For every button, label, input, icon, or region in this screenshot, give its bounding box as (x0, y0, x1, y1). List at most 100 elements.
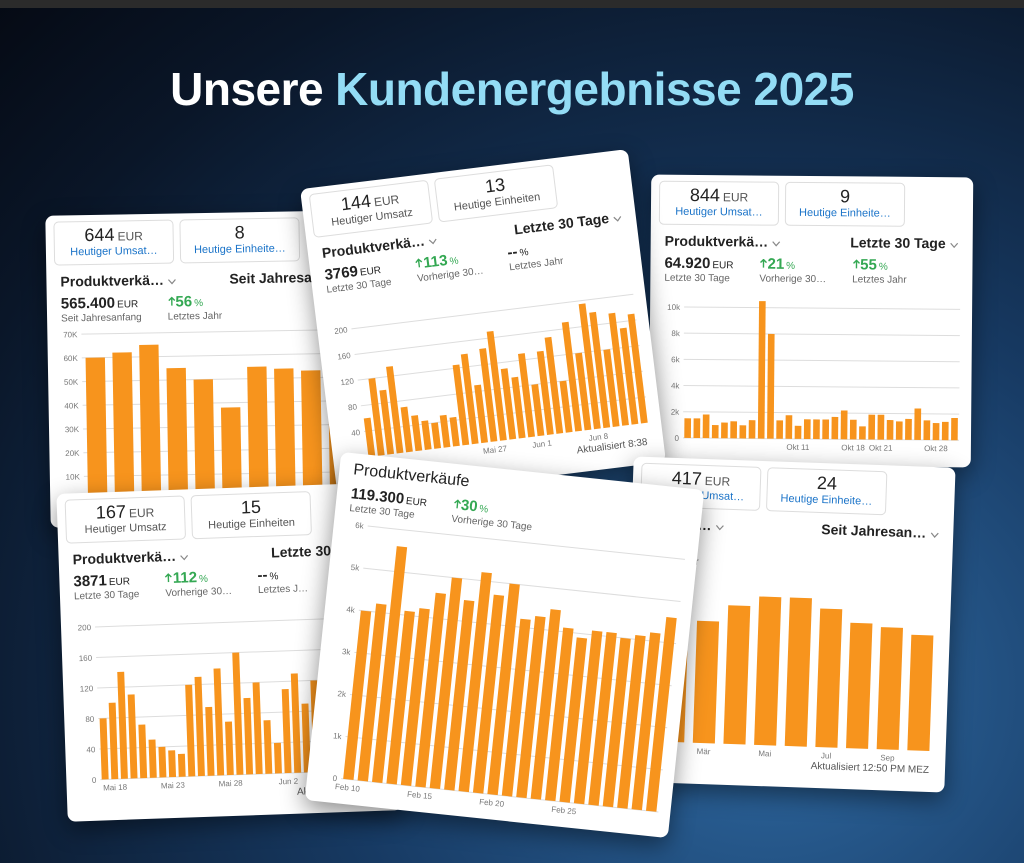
dropdown: Produktverkä… (72, 547, 189, 567)
bar (273, 742, 282, 774)
bar (531, 384, 545, 437)
bar (511, 376, 526, 439)
y-tick-label: 50K (64, 378, 79, 387)
x-tick-label: Okt 11 (786, 443, 810, 452)
x-tick-label: Jun 8 (588, 432, 609, 443)
dropdown: Seit Jahresan… (821, 521, 940, 541)
metric-label: Vorherige 30… (165, 585, 233, 600)
metric-unit: % (194, 298, 204, 310)
bar (815, 608, 843, 748)
bar (487, 583, 520, 796)
metric-row: 3871 EUR Letzte 30 Tage 112% Vorherige 30… --… (67, 558, 387, 606)
dropdown: Produktverkä… (321, 231, 439, 261)
bar (449, 416, 460, 447)
kpi-value-line: 844 EUR (668, 185, 770, 207)
metric-value-line: 3871 EUR (73, 571, 139, 591)
x-tick-label: Mai 18 (103, 783, 128, 793)
title-highlight: Kundenergebnisse 2025 (335, 63, 854, 115)
bar (711, 425, 719, 439)
bar (776, 420, 784, 439)
metric: 21% Vorherige 30… (759, 256, 826, 286)
y-tick-label: 200 (78, 623, 92, 632)
metric-unit: % (786, 260, 796, 272)
grid-line (357, 345, 640, 381)
grid-line (351, 293, 634, 330)
kpi-value-line: 9 (794, 186, 896, 208)
x-tick-label: Feb 10 (335, 782, 361, 794)
bar (363, 417, 376, 457)
bar (138, 724, 148, 779)
y-tick-label: 60K (63, 354, 78, 363)
metric: 113% Vorherige 30… (414, 248, 484, 285)
dashboard-card: 144EUR Heutiger Umsatz 13 Heutige Einheiten… (300, 149, 666, 502)
metric: --% Letztes J… (257, 565, 308, 596)
bar (368, 378, 385, 456)
metric-row: 3769EUR Letzte 30 Tage 113% Vorherige 30… --… (317, 225, 633, 300)
dropdown: Letzte 30 Tage (850, 234, 959, 251)
metric-value: -- (506, 243, 519, 262)
chevron-path (950, 242, 959, 249)
metric-row: 119.300EUR Letzte 30 Tage 30% Vorherige 30 … (342, 481, 693, 554)
y-tick-label: 0 (674, 434, 679, 443)
up-arrow (453, 499, 461, 509)
y-tick-label: 160 (79, 654, 93, 663)
metric-value-line: 112% (165, 568, 232, 588)
metric-value-line: 56% (167, 293, 222, 312)
bar (602, 637, 631, 808)
metric: --% Letztes Jahr (506, 238, 564, 273)
bar (357, 603, 387, 782)
bar (544, 336, 564, 434)
chevron-path (180, 555, 189, 561)
kpi-value: 8 (234, 222, 245, 243)
bar (431, 422, 442, 449)
dropdown: Letzte 30 Tage (513, 208, 623, 237)
bar (748, 420, 756, 439)
metric-unit: % (448, 255, 460, 268)
kpi-label: Heutiger Umsat… (675, 205, 763, 219)
kpi-tile: 8 Heutige Einheite… (179, 217, 301, 264)
metric-value-line: 30% (452, 496, 534, 522)
bar (479, 348, 498, 442)
bar (905, 418, 912, 440)
y-tick-label: 5k (350, 563, 360, 573)
metric-unit: EUR (108, 576, 131, 589)
metric-value: -- (257, 566, 268, 584)
bar (868, 414, 876, 440)
y-tick-label: 30K (65, 425, 80, 434)
bar (460, 353, 479, 445)
x-tick-label: Jul (821, 751, 832, 760)
bar (168, 750, 177, 778)
bar (486, 330, 507, 441)
kpi-value: 417 (671, 467, 703, 489)
up-arrow (852, 259, 860, 269)
x-tick-label: Mär (696, 747, 710, 756)
metric-label: Letztes J… (257, 583, 309, 596)
bar (458, 572, 492, 793)
dropdown-chevron (180, 555, 189, 561)
grid-line (683, 332, 960, 337)
y-tick-label: 70K (63, 330, 78, 339)
bar (545, 627, 574, 802)
bar (177, 753, 186, 777)
dropdown-chevron (429, 238, 438, 245)
dropdown-label: Produktverkä… (664, 232, 769, 250)
bar (785, 415, 793, 439)
metric-row: 64.920 EUR Letzte 30 Tage 21% Vorherige 30… 5… (658, 251, 964, 291)
kpi-unit: EUR (704, 473, 731, 489)
up-arrow (167, 296, 175, 306)
metric-unit: % (478, 503, 489, 516)
bar (914, 408, 922, 440)
dropdown-label: Produktverkä… (72, 547, 177, 568)
bar (472, 594, 505, 794)
bar (274, 368, 296, 497)
grid-line (682, 437, 959, 441)
metric-unit: % (878, 261, 888, 273)
grid-line (363, 396, 646, 432)
bar-chart: 0 1k 2k 3k 4k 5k 6k Feb 10 Feb 15 Feb 20 Feb 25 (332, 521, 685, 816)
bar (739, 425, 747, 439)
arrow-path (165, 573, 173, 583)
kpi-label: Heutiger Umsatz (84, 521, 167, 536)
bar (263, 720, 273, 774)
bar (573, 630, 603, 805)
